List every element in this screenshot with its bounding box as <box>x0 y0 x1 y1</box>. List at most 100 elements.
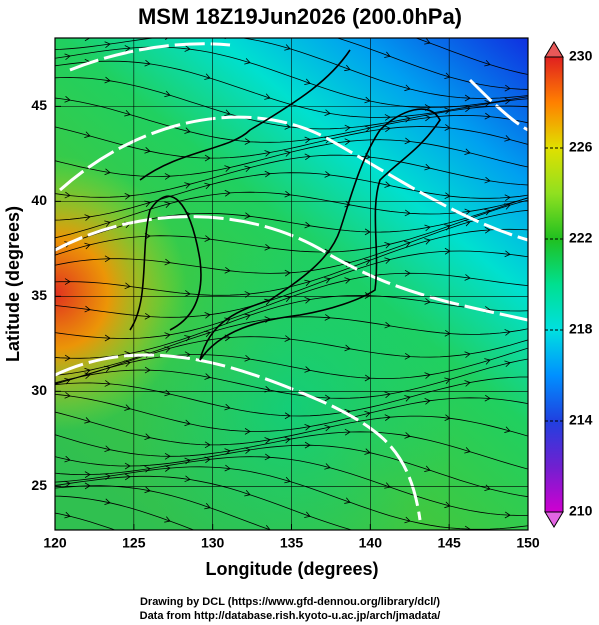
streamline <box>55 495 195 530</box>
stream-arrow <box>84 417 91 424</box>
y-tick-label: 40 <box>31 192 47 208</box>
stream-arrow <box>324 463 331 470</box>
stream-arrow <box>385 549 390 555</box>
stream-arrow <box>284 150 291 157</box>
stream-arrow <box>144 147 151 154</box>
stream-arrow <box>204 312 211 319</box>
stream-arrow <box>84 131 91 138</box>
stream-arrow <box>364 258 371 266</box>
stream-arrow <box>84 471 91 478</box>
stream-arrow <box>64 13 70 20</box>
stream-arrow <box>324 424 331 432</box>
stream-arrow <box>344 124 351 132</box>
contour-line <box>55 215 528 322</box>
stream-arrow <box>224 464 231 472</box>
streamline <box>55 316 528 376</box>
stream-arrow <box>504 250 511 258</box>
stream-arrow <box>144 312 151 320</box>
stream-arrow <box>384 125 391 133</box>
stream-arrow <box>504 135 511 142</box>
stream-arrow <box>264 243 271 251</box>
stream-arrow <box>284 44 291 51</box>
stream-arrow <box>304 78 311 85</box>
stream-arrow <box>504 360 511 368</box>
stream-arrow <box>64 480 71 488</box>
stream-arrow <box>404 241 411 248</box>
stream-arrow <box>204 330 211 338</box>
stream-arrow <box>324 109 331 117</box>
y-tick-label: 30 <box>31 382 47 398</box>
stream-arrow <box>484 112 491 120</box>
stream-arrow <box>184 419 191 427</box>
contour-line <box>69 42 231 72</box>
stream-arrow <box>204 73 211 80</box>
stream-arrow <box>164 516 171 523</box>
stream-arrow <box>424 238 431 245</box>
contour-line <box>59 115 528 242</box>
stream-arrow <box>444 377 451 384</box>
stream-arrow <box>464 274 471 281</box>
stream-arrow <box>204 373 211 380</box>
stream-arrow <box>384 391 391 399</box>
streamline <box>55 485 272 530</box>
stream-arrow <box>64 191 71 199</box>
stream-arrow <box>405 552 411 559</box>
stream-arrow <box>344 64 351 72</box>
stream-arrow <box>364 125 371 133</box>
x-axis-label: Longitude (degrees) <box>205 559 378 579</box>
stream-arrow <box>244 313 251 320</box>
stream-arrow <box>164 332 171 339</box>
streamline <box>55 411 528 446</box>
stream-arrow <box>184 475 191 483</box>
stream-arrow <box>164 258 171 266</box>
stream-arrow <box>364 228 371 236</box>
colorbar-extend-bottom <box>544 511 564 528</box>
streamline <box>55 97 528 143</box>
stream-arrow <box>204 182 211 190</box>
stream-arrow <box>404 137 411 145</box>
x-tick-label: 140 <box>359 535 383 551</box>
stream-arrow <box>284 190 291 198</box>
stream-arrow <box>325 543 331 550</box>
stream-arrow <box>204 154 211 162</box>
streamline <box>55 444 528 498</box>
stream-arrow <box>424 398 431 405</box>
stream-arrow <box>384 257 391 264</box>
stream-arrow <box>364 96 371 104</box>
stream-arrow <box>504 194 511 202</box>
stream-arrow <box>124 110 131 117</box>
stream-arrow <box>404 516 411 524</box>
stream-arrow <box>224 165 231 172</box>
stream-arrow <box>304 297 311 304</box>
x-tick-label: 125 <box>122 535 146 551</box>
footer-line: Drawing by DCL (https://www.gfd-dennou.o… <box>140 596 440 608</box>
stream-arrow <box>264 150 271 157</box>
stream-arrow <box>304 153 311 161</box>
stream-arrow <box>384 414 391 421</box>
stream-arrow <box>384 482 391 489</box>
stream-arrow <box>204 235 211 242</box>
stream-arrow <box>164 173 171 180</box>
stream-arrow <box>484 358 491 365</box>
colorbar-tick-label: 222 <box>569 230 593 246</box>
stream-arrow <box>464 219 471 227</box>
stream-arrow <box>64 53 71 61</box>
stream-arrow <box>304 511 311 518</box>
stream-arrow <box>204 441 211 449</box>
x-tick-label: 135 <box>280 535 304 551</box>
stream-arrow <box>344 428 351 436</box>
stream-arrow <box>144 59 151 67</box>
y-tick-label: 35 <box>31 287 47 303</box>
x-tick-label: 130 <box>201 535 225 551</box>
stream-arrow <box>404 209 411 217</box>
stream-arrow <box>465 546 470 552</box>
stream-arrow <box>444 124 451 131</box>
contour-line <box>468 78 528 132</box>
stream-arrow <box>324 314 331 321</box>
stream-arrow <box>104 334 111 342</box>
colorbar-extend-top <box>544 41 564 58</box>
stream-arrow <box>124 404 131 411</box>
stream-arrow <box>504 329 511 336</box>
stream-arrow <box>164 465 171 472</box>
stream-arrow <box>244 165 251 173</box>
